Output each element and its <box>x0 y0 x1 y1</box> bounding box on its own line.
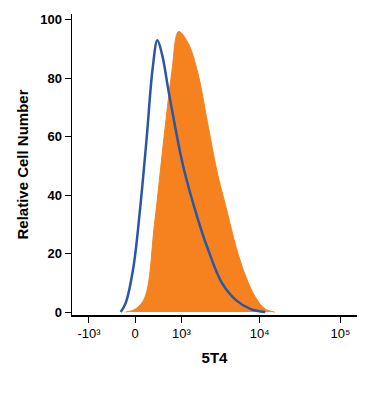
svg-text:0: 0 <box>132 326 139 341</box>
svg-text:60: 60 <box>47 129 61 144</box>
svg-text:10⁴: 10⁴ <box>250 326 270 341</box>
svg-text:-10³: -10³ <box>77 326 101 341</box>
svg-text:Relative Cell Number: Relative Cell Number <box>14 89 31 239</box>
svg-text:5T4: 5T4 <box>202 349 229 366</box>
svg-text:40: 40 <box>47 188 61 203</box>
svg-text:0: 0 <box>55 305 62 320</box>
svg-text:10³: 10³ <box>172 326 191 341</box>
svg-text:10⁵: 10⁵ <box>331 326 351 341</box>
svg-text:100: 100 <box>40 12 62 27</box>
svg-text:20: 20 <box>47 246 61 261</box>
svg-text:80: 80 <box>47 71 61 86</box>
